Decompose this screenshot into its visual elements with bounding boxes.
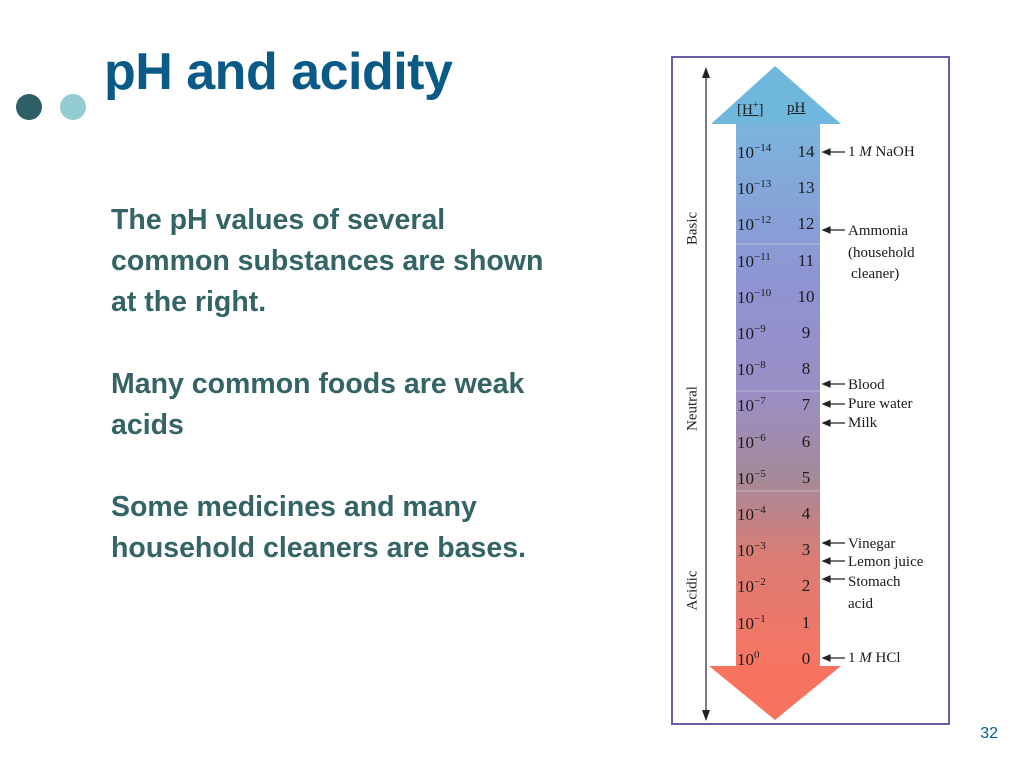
ph-value: 6 bbox=[801, 431, 811, 451]
ph-value: 13 bbox=[797, 178, 815, 198]
ph-value: 11 bbox=[797, 250, 815, 270]
region-label-neutral: Neutral bbox=[684, 386, 701, 431]
slide-number: 32 bbox=[980, 725, 998, 742]
ph-value: 0 bbox=[801, 648, 811, 668]
body-paragraph-2: Many common foods are weak acids bbox=[111, 368, 525, 441]
body-paragraph-3: Some medicines and many household cleane… bbox=[111, 491, 527, 564]
region-label-basic: Basic bbox=[684, 211, 701, 246]
axis-up-arrow-icon bbox=[702, 67, 710, 78]
h-concentration-header: [H+] bbox=[737, 100, 764, 118]
h-concentration-value: 10−10 bbox=[737, 286, 772, 307]
ph-value: 8 bbox=[801, 359, 811, 379]
substance-stomach-acid: Stomach acid bbox=[848, 574, 901, 612]
slide-title: pH and acidity bbox=[104, 43, 453, 101]
basic-arrowhead bbox=[711, 66, 841, 124]
h-concentration-value: 10−9 bbox=[737, 323, 766, 343]
ph-value: 3 bbox=[801, 540, 811, 560]
substance-blood: Blood bbox=[848, 377, 885, 393]
acidic-arrowhead bbox=[709, 666, 841, 720]
ph-scale-figure: Basic Neutral Acidic [H+] pH 10−14 14 10−1… bbox=[671, 56, 950, 725]
h-concentration-value: 10−5 bbox=[737, 467, 766, 488]
substance-milk: Milk bbox=[848, 415, 878, 431]
body-paragraph-1: The pH values of several common substanc… bbox=[111, 204, 544, 318]
region-label-acidic: Acidic bbox=[684, 570, 701, 611]
h-concentration-value: 10−7 bbox=[737, 395, 766, 416]
ph-value: 12 bbox=[797, 214, 815, 234]
h-concentration-value: 100 bbox=[737, 648, 760, 669]
ph-gradient-bar bbox=[736, 124, 820, 666]
decorative-dot-dark bbox=[16, 94, 42, 120]
h-concentration-value: 10−11 bbox=[737, 250, 771, 271]
ph-value: 1 bbox=[801, 612, 811, 632]
substance-pure-water: Pure water bbox=[848, 396, 913, 412]
substance-pointers bbox=[821, 148, 845, 662]
substance-naoh: 1 M NaOH bbox=[848, 144, 915, 160]
axis-down-arrow-icon bbox=[702, 710, 710, 721]
h-concentration-value: 10−6 bbox=[737, 431, 766, 452]
ph-value: 7 bbox=[801, 395, 811, 415]
substance-ammonia: Ammonia (household cleaner) bbox=[848, 223, 915, 282]
h-concentration-value: 10−4 bbox=[737, 504, 766, 524]
h-concentration-value: 10−14 bbox=[737, 142, 772, 162]
h-concentration-value: 10−1 bbox=[737, 612, 766, 633]
ph-value: 14 bbox=[797, 142, 815, 161]
ph-scale-graphic bbox=[702, 66, 845, 721]
substance-vinegar: Vinegar bbox=[848, 536, 896, 552]
h-concentration-value: 10−8 bbox=[737, 359, 766, 380]
ph-value: 2 bbox=[801, 576, 811, 596]
substance-hcl: 1 M HCl bbox=[848, 650, 901, 666]
ph-header: pH bbox=[787, 100, 806, 116]
ph-value: 5 bbox=[801, 467, 811, 487]
decorative-dot-light bbox=[60, 94, 86, 120]
substance-lemon-juice: Lemon juice bbox=[848, 554, 924, 570]
ph-value: 10 bbox=[797, 286, 815, 306]
h-concentration-value: 10−2 bbox=[737, 576, 766, 597]
h-concentration-value: 10−13 bbox=[737, 178, 772, 199]
ph-value: 9 bbox=[801, 323, 811, 342]
h-concentration-value: 10−12 bbox=[737, 214, 772, 235]
h-concentration-value: 10−3 bbox=[737, 540, 766, 561]
slide-body: The pH values of several common substanc… bbox=[111, 200, 571, 610]
ph-value: 4 bbox=[801, 504, 811, 523]
